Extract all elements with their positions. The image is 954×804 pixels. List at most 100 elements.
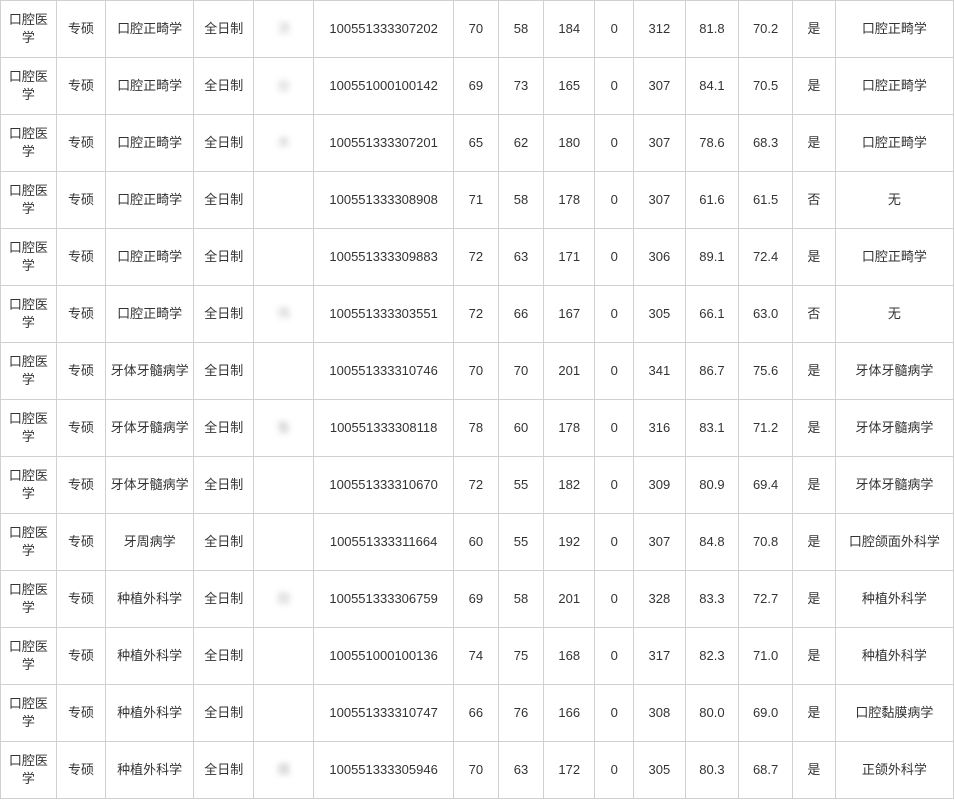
cell-c11: 84.1 [685, 58, 739, 115]
cell-c5: 100551333307201 [314, 115, 454, 172]
cell-c8: 165 [543, 58, 595, 115]
cell-c14: 口腔正畸学 [835, 1, 953, 58]
redacted-name [284, 648, 297, 663]
cell-c5: 100551333310670 [314, 457, 454, 514]
cell-c9: 0 [595, 514, 634, 571]
cell-c0: 口腔医学 [1, 628, 57, 685]
cell-c2: 牙体牙髓病学 [106, 457, 194, 514]
cell-c7: 58 [498, 172, 543, 229]
cell-c9: 0 [595, 571, 634, 628]
cell-c7: 62 [498, 115, 543, 172]
cell-c3: 全日制 [194, 286, 254, 343]
cell-c4: 台 [254, 58, 314, 115]
cell-c10: 307 [634, 172, 686, 229]
cell-c11: 81.8 [685, 1, 739, 58]
cell-c6: 70 [453, 742, 498, 799]
table-row: 口腔医学专硕种植外科学全日制 1005513333107476676166030… [1, 685, 954, 742]
cell-c3: 全日制 [194, 685, 254, 742]
cell-c1: 专硕 [56, 58, 105, 115]
cell-c0: 口腔医学 [1, 172, 57, 229]
cell-c14: 牙体牙髓病学 [835, 457, 953, 514]
redacted-name: 伟 [277, 306, 290, 321]
cell-c13: 是 [792, 571, 835, 628]
cell-c3: 全日制 [194, 172, 254, 229]
redacted-name [284, 192, 297, 207]
redacted-name [284, 477, 297, 492]
cell-c10: 316 [634, 400, 686, 457]
cell-c5: 100551000100142 [314, 58, 454, 115]
cell-c13: 是 [792, 457, 835, 514]
cell-c12: 71.2 [739, 400, 793, 457]
cell-c14: 口腔黏膜病学 [835, 685, 953, 742]
cell-c10: 306 [634, 229, 686, 286]
cell-c7: 63 [498, 742, 543, 799]
table-body: 口腔医学专硕口腔正畸学全日制洪1005513333072027058184031… [1, 1, 954, 799]
cell-c12: 61.5 [739, 172, 793, 229]
cell-c1: 专硕 [56, 685, 105, 742]
cell-c12: 68.7 [739, 742, 793, 799]
cell-c14: 牙体牙髓病学 [835, 400, 953, 457]
cell-c8: 166 [543, 685, 595, 742]
cell-c0: 口腔医学 [1, 229, 57, 286]
cell-c1: 专硕 [56, 628, 105, 685]
cell-c9: 0 [595, 229, 634, 286]
cell-c10: 328 [634, 571, 686, 628]
cell-c6: 70 [453, 1, 498, 58]
cell-c11: 86.7 [685, 343, 739, 400]
cell-c3: 全日制 [194, 742, 254, 799]
results-table: 口腔医学专硕口腔正畸学全日制洪1005513333072027058184031… [0, 0, 954, 799]
cell-c1: 专硕 [56, 457, 105, 514]
cell-c2: 种植外科学 [106, 742, 194, 799]
cell-c8: 171 [543, 229, 595, 286]
cell-c11: 82.3 [685, 628, 739, 685]
cell-c4 [254, 685, 314, 742]
cell-c6: 78 [453, 400, 498, 457]
cell-c13: 是 [792, 1, 835, 58]
cell-c0: 口腔医学 [1, 400, 57, 457]
cell-c13: 是 [792, 229, 835, 286]
cell-c1: 专硕 [56, 343, 105, 400]
cell-c8: 180 [543, 115, 595, 172]
cell-c1: 专硕 [56, 514, 105, 571]
cell-c4 [254, 172, 314, 229]
cell-c10: 307 [634, 58, 686, 115]
cell-c1: 专硕 [56, 172, 105, 229]
cell-c2: 口腔正畸学 [106, 58, 194, 115]
cell-c13: 是 [792, 628, 835, 685]
cell-c4 [254, 229, 314, 286]
cell-c4: 鲁 [254, 400, 314, 457]
cell-c5: 100551333308118 [314, 400, 454, 457]
cell-c3: 全日制 [194, 229, 254, 286]
cell-c5: 100551333303551 [314, 286, 454, 343]
cell-c11: 83.1 [685, 400, 739, 457]
cell-c10: 309 [634, 457, 686, 514]
redacted-name: 木 [277, 135, 290, 150]
cell-c0: 口腔医学 [1, 742, 57, 799]
table-row: 口腔医学专硕口腔正畸学全日制 1005513333098837263171030… [1, 229, 954, 286]
cell-c5: 100551333308908 [314, 172, 454, 229]
cell-c3: 全日制 [194, 628, 254, 685]
cell-c9: 0 [595, 400, 634, 457]
cell-c5: 100551000100136 [314, 628, 454, 685]
cell-c5: 100551333305946 [314, 742, 454, 799]
cell-c8: 201 [543, 343, 595, 400]
cell-c6: 72 [453, 286, 498, 343]
cell-c14: 无 [835, 172, 953, 229]
cell-c7: 75 [498, 628, 543, 685]
cell-c3: 全日制 [194, 1, 254, 58]
cell-c2: 种植外科学 [106, 571, 194, 628]
cell-c13: 是 [792, 742, 835, 799]
cell-c11: 83.3 [685, 571, 739, 628]
cell-c0: 口腔医学 [1, 286, 57, 343]
cell-c9: 0 [595, 742, 634, 799]
cell-c2: 口腔正畸学 [106, 1, 194, 58]
cell-c9: 0 [595, 172, 634, 229]
cell-c3: 全日制 [194, 571, 254, 628]
cell-c9: 0 [595, 286, 634, 343]
redacted-name [284, 363, 297, 378]
cell-c11: 66.1 [685, 286, 739, 343]
cell-c14: 口腔颌面外科学 [835, 514, 953, 571]
cell-c4: 勋 [254, 571, 314, 628]
cell-c8: 192 [543, 514, 595, 571]
cell-c8: 184 [543, 1, 595, 58]
